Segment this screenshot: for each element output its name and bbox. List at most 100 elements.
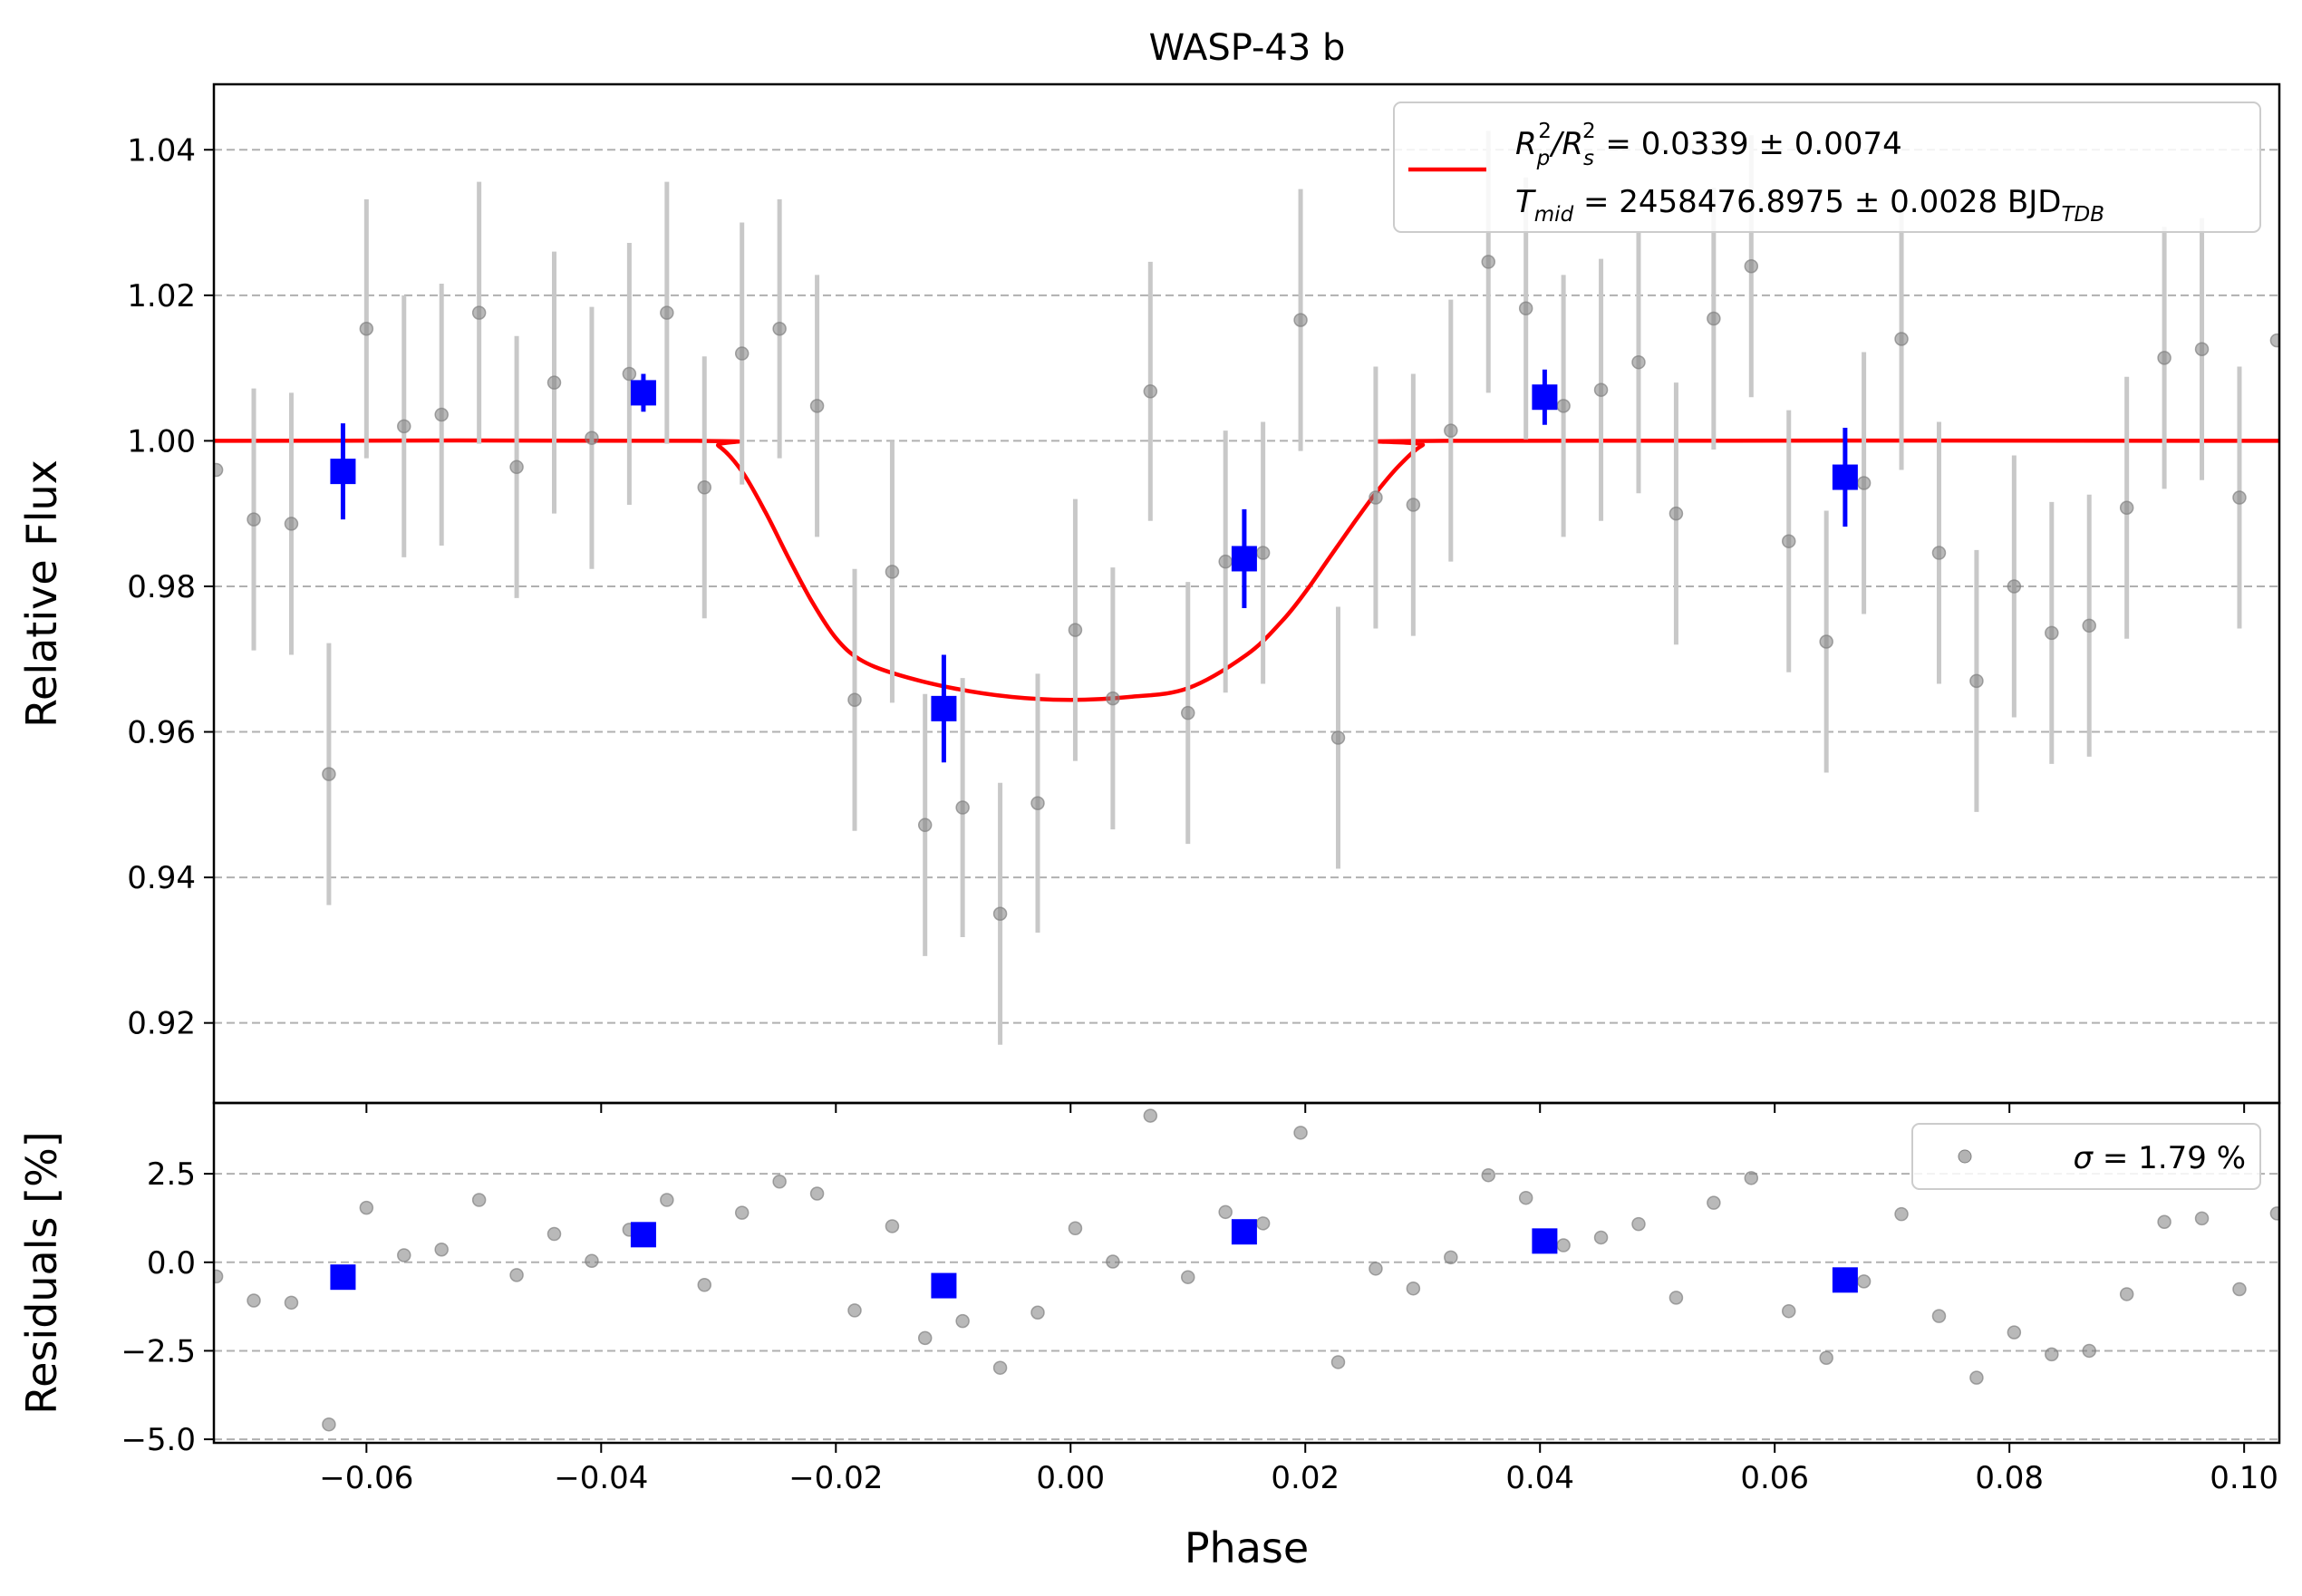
- residual-y-ticks: −5.0 −2.5 0.0 2.5: [121, 1156, 214, 1458]
- raw-point: [2119, 1287, 2134, 1301]
- raw-point: [1068, 623, 1083, 637]
- raw-point: [1293, 1126, 1308, 1140]
- raw-point: [2269, 333, 2279, 348]
- raw-point: [847, 692, 862, 707]
- main-y-ticks: 0.92 0.94 0.96 0.98 1.00 1.02 1.04: [127, 132, 214, 1042]
- raw-point: [2157, 1214, 2171, 1229]
- raw-point: [697, 480, 712, 495]
- raw-point: [1106, 691, 1120, 706]
- raw-point: [1293, 313, 1308, 327]
- raw-point: [772, 322, 787, 336]
- raw-point: [2045, 1347, 2059, 1362]
- chart-title: WASP-43 b: [1149, 27, 1346, 69]
- raw-point: [359, 1200, 374, 1215]
- raw-point: [585, 1253, 599, 1268]
- raw-point: [1668, 1291, 1684, 1305]
- raw-point: [1518, 1190, 1533, 1205]
- x-tick-label: −0.02: [788, 1460, 883, 1496]
- residuals-plot-frame: [212, 1101, 2281, 1445]
- raw-point: [1631, 354, 1646, 370]
- legend-sigma: σ = 1.79 %: [2074, 1140, 2246, 1176]
- binned-point: [1832, 464, 1858, 490]
- raw-point: [1406, 498, 1421, 512]
- raw-point: [1255, 1216, 1271, 1231]
- x-tick-label: −0.04: [554, 1460, 648, 1496]
- binned-point: [931, 1272, 957, 1299]
- binned-point: [931, 695, 957, 721]
- raw-point: [1819, 634, 1833, 649]
- raw-point: [1744, 258, 1759, 274]
- main-legend: Rp2/Rs2 = 0.0339 ± 0.0074 Tmid = 2458476…: [1393, 102, 2261, 233]
- raw-point: [660, 305, 674, 320]
- y-tick-label: 1.04: [127, 132, 196, 169]
- raw-point: [955, 800, 970, 815]
- residual-gridlines: [214, 1173, 2279, 1441]
- raw-point: [546, 375, 562, 390]
- raw-point: [1931, 1309, 1947, 1323]
- phase-x-ticks: −0.06 −0.04 −0.02 0.00 0.02 0.04 0.06 0.08 0.10: [319, 1443, 2278, 1496]
- raw-point: [2157, 351, 2171, 365]
- raw-point: [1707, 311, 1721, 326]
- raw-point: [2269, 1206, 2279, 1221]
- raw-point: [1518, 301, 1533, 316]
- raw-point: [1744, 1171, 1759, 1185]
- x-tick-label: 0.10: [2210, 1460, 2278, 1496]
- raw-point: [809, 399, 825, 413]
- raw-point: [734, 346, 750, 361]
- raw-point: [1369, 1262, 1383, 1276]
- raw-point: [2194, 1211, 2210, 1226]
- raw-point: [397, 419, 411, 434]
- raw-point: [585, 430, 599, 445]
- raw-point: [1819, 1350, 1833, 1365]
- raw-point: [1330, 1355, 1346, 1369]
- raw-point: [1218, 1204, 1233, 1220]
- x-tick-label: 0.02: [1271, 1460, 1340, 1496]
- raw-point: [1556, 1238, 1571, 1253]
- raw-point: [284, 517, 299, 531]
- y-tick-label: 1.00: [127, 423, 196, 459]
- binned-point: [1231, 1219, 1257, 1245]
- raw-point: [1856, 1274, 1872, 1289]
- raw-point: [1330, 730, 1346, 745]
- raw-point: [622, 366, 637, 382]
- raw-point: [1369, 490, 1383, 505]
- raw-point: [1931, 546, 1947, 560]
- raw-point: [992, 906, 1008, 922]
- binned-point: [1532, 384, 1558, 411]
- raw-point: [697, 1278, 712, 1292]
- raw-point: [2007, 1325, 2022, 1340]
- raw-flux-points: [214, 131, 2279, 1045]
- raw-point: [1481, 255, 1495, 269]
- raw-point: [509, 459, 524, 475]
- raw-point: [2082, 1343, 2096, 1359]
- x-tick-label: 0.00: [1036, 1460, 1105, 1496]
- raw-point: [2232, 1282, 2247, 1297]
- binned-point: [1231, 546, 1257, 572]
- transit-model: [214, 438, 2279, 702]
- binned-flux-points: [330, 369, 1858, 763]
- raw-point: [1481, 1167, 1495, 1183]
- raw-point: [1969, 1370, 1984, 1385]
- raw-point: [1068, 1221, 1083, 1236]
- main-plot-frame: [212, 82, 2281, 1105]
- residuals-y-axis-label: Residuals [%]: [17, 1131, 66, 1414]
- raw-point: [1593, 382, 1609, 397]
- raw-point: [1894, 1206, 1909, 1222]
- legend-residual-swatch: [1958, 1149, 1972, 1164]
- raw-point: [1593, 1230, 1609, 1245]
- raw-point: [434, 1242, 449, 1257]
- y-tick-label: 0.92: [127, 1006, 196, 1042]
- raw-point: [885, 1219, 900, 1233]
- raw-point: [1255, 546, 1271, 560]
- raw-point: [1106, 1254, 1120, 1269]
- raw-point: [1181, 705, 1195, 721]
- raw-point: [509, 1268, 524, 1282]
- raw-point: [1707, 1195, 1721, 1210]
- raw-point: [1030, 796, 1045, 810]
- raw-point: [1406, 1281, 1421, 1296]
- binned-point: [1532, 1228, 1558, 1254]
- main-x-ticks: [365, 1103, 2246, 1113]
- raw-point: [471, 305, 487, 320]
- residuals-legend: σ = 1.79 %: [1911, 1123, 2261, 1190]
